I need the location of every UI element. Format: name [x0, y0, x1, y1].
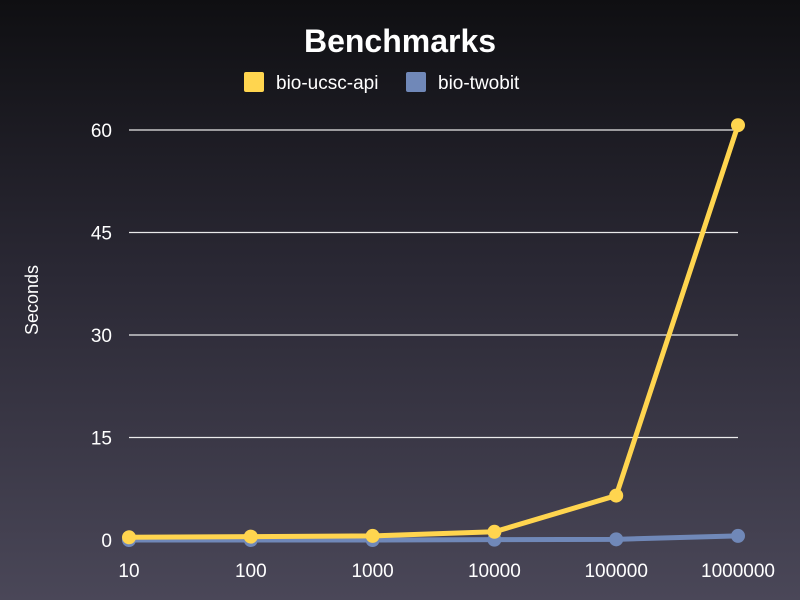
chart-title: Benchmarks — [304, 23, 496, 59]
data-point-bio-twobit-100000 — [609, 532, 624, 547]
x-tick-label: 1000 — [351, 561, 393, 582]
data-point-bio-ucsc-api-1000000 — [731, 118, 745, 133]
y-axis-label: Seconds — [22, 265, 42, 335]
y-tick-label: 15 — [91, 429, 112, 450]
x-tick-label: 100000 — [584, 561, 647, 582]
legend-swatch-bio-twobit — [406, 72, 426, 92]
data-point-bio-ucsc-api-10 — [122, 530, 136, 545]
x-tick-label: 10 — [118, 561, 139, 582]
data-point-bio-ucsc-api-1000 — [365, 528, 380, 543]
series-line-bio-ucsc-api — [126, 122, 741, 540]
y-tick-labels: 0 15 30 45 60 — [91, 121, 112, 552]
legend-swatch-bio-ucsc-api — [244, 72, 264, 92]
y-tick-label: 30 — [91, 326, 112, 347]
x-tick-labels: 10 100 1000 10000 100000 1000000 — [118, 561, 775, 582]
legend-label-bio-twobit: bio-twobit — [438, 73, 520, 94]
legend-label-bio-ucsc-api: bio-ucsc-api — [276, 73, 378, 94]
x-tick-label: 1000000 — [701, 561, 775, 582]
series-line-bio-twobit — [126, 533, 741, 543]
y-tick-label: 45 — [91, 224, 112, 245]
legend: bio-ucsc-api bio-twobit — [244, 72, 520, 94]
x-tick-label: 100 — [235, 561, 267, 582]
series-bio-ucsc-api — [122, 118, 745, 545]
data-point-bio-twobit-1000000 — [731, 528, 745, 543]
data-point-bio-ucsc-api-100000 — [609, 488, 624, 503]
y-tick-label: 60 — [91, 121, 112, 142]
x-tick-label: 10000 — [468, 561, 521, 582]
series — [122, 118, 745, 547]
gridlines — [129, 129, 738, 439]
y-tick-label: 0 — [101, 531, 112, 552]
data-point-bio-ucsc-api-10000 — [487, 524, 502, 539]
data-point-bio-ucsc-api-100 — [243, 529, 258, 544]
